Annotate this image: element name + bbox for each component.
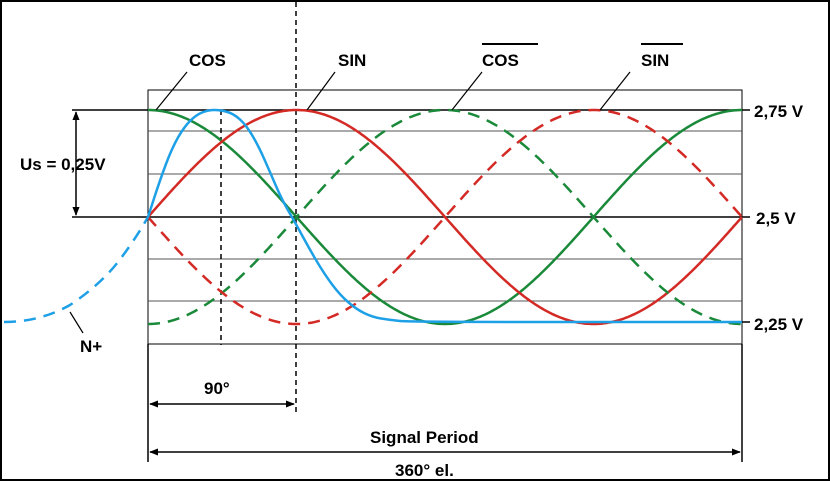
deg360-label: 360° el. (395, 461, 454, 480)
reference-pulse-wave (146, 108, 742, 324)
cos-wave (148, 108, 742, 326)
cos-inverted-label: COS (482, 51, 519, 70)
sin-wave (147, 108, 743, 326)
leader-lines (69, 71, 631, 334)
sin-label: SIN (338, 51, 366, 70)
sin-inverted-label: SIN (641, 51, 669, 70)
voltage-high-label: 2,75 V (754, 102, 804, 121)
signal-period-label: Signal Period (370, 428, 479, 447)
voltage-mid-label: 2,5 V (756, 209, 796, 228)
reference-pulse-lead-in (3, 216, 150, 324)
n-plus-label: N+ (80, 337, 102, 356)
deg90-label: 90° (204, 379, 230, 398)
voltage-low-label: 2,25 V (754, 315, 804, 334)
cos-label: COS (189, 51, 226, 70)
us-label: Us = 0,25V (20, 155, 106, 174)
grid-lines (148, 130, 742, 302)
